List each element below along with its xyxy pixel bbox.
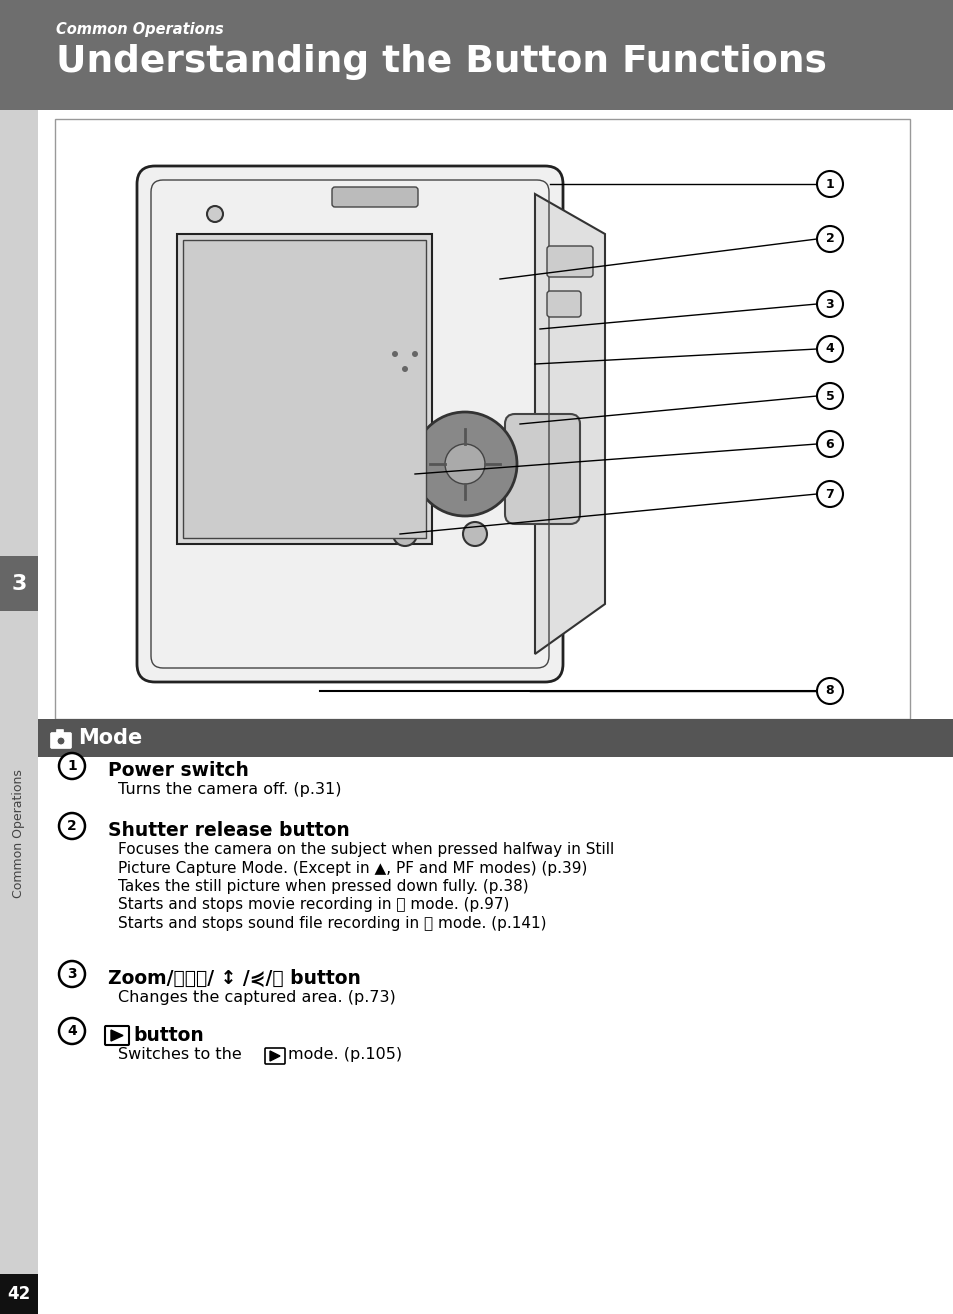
Text: Changes the captured area. (p.73): Changes the captured area. (p.73) <box>118 989 395 1005</box>
Text: 5: 5 <box>824 389 834 402</box>
FancyBboxPatch shape <box>105 1026 129 1045</box>
Circle shape <box>816 290 842 317</box>
FancyBboxPatch shape <box>56 729 64 735</box>
Circle shape <box>816 678 842 704</box>
Circle shape <box>59 753 85 779</box>
Polygon shape <box>270 1051 280 1060</box>
Circle shape <box>392 351 397 357</box>
Circle shape <box>59 1018 85 1045</box>
Text: Starts and stops movie recording in 🎥 mode. (p.97): Starts and stops movie recording in 🎥 mo… <box>118 897 509 912</box>
Text: Picture Capture Mode. (Except in ▲, PF and MF modes) (p.39): Picture Capture Mode. (Except in ▲, PF a… <box>118 861 587 875</box>
Text: Starts and stops sound file recording in 🎤 mode. (p.141): Starts and stops sound file recording in… <box>118 916 546 932</box>
FancyBboxPatch shape <box>0 0 953 110</box>
Circle shape <box>816 336 842 361</box>
Circle shape <box>816 382 842 409</box>
FancyBboxPatch shape <box>265 1049 285 1064</box>
FancyBboxPatch shape <box>546 290 580 317</box>
FancyBboxPatch shape <box>55 120 909 719</box>
FancyBboxPatch shape <box>0 556 38 611</box>
Text: Common Operations: Common Operations <box>56 22 224 37</box>
Text: Common Operations: Common Operations <box>12 770 26 899</box>
Circle shape <box>412 351 417 357</box>
FancyBboxPatch shape <box>183 240 426 537</box>
Text: Switches to the: Switches to the <box>118 1047 241 1062</box>
Text: Mode: Mode <box>78 728 142 748</box>
Text: 4: 4 <box>67 1024 77 1038</box>
Circle shape <box>816 171 842 197</box>
Text: 3: 3 <box>11 574 27 594</box>
Circle shape <box>413 413 517 516</box>
FancyBboxPatch shape <box>0 110 38 1275</box>
Circle shape <box>57 737 65 745</box>
Circle shape <box>462 522 486 547</box>
FancyBboxPatch shape <box>38 719 953 757</box>
Circle shape <box>444 444 484 484</box>
Text: 2: 2 <box>824 233 834 246</box>
Polygon shape <box>535 194 604 654</box>
Text: Takes the still picture when pressed down fully. (p.38): Takes the still picture when pressed dow… <box>118 879 528 894</box>
Circle shape <box>59 813 85 840</box>
FancyBboxPatch shape <box>0 1275 38 1314</box>
Text: Turns the camera off. (p.31): Turns the camera off. (p.31) <box>118 782 341 798</box>
Text: mode. (p.105): mode. (p.105) <box>288 1047 402 1062</box>
Circle shape <box>393 522 416 547</box>
Text: 2: 2 <box>67 819 77 833</box>
Text: Focuses the camera on the subject when pressed halfway in Still: Focuses the camera on the subject when p… <box>118 842 614 857</box>
FancyBboxPatch shape <box>504 414 579 524</box>
Text: 8: 8 <box>825 685 834 698</box>
FancyBboxPatch shape <box>546 246 593 277</box>
Text: 6: 6 <box>825 438 834 451</box>
Circle shape <box>59 961 85 987</box>
FancyBboxPatch shape <box>51 732 71 749</box>
Circle shape <box>816 481 842 507</box>
FancyBboxPatch shape <box>137 166 562 682</box>
Polygon shape <box>111 1030 123 1041</box>
Circle shape <box>207 206 223 222</box>
Text: 1: 1 <box>67 759 77 773</box>
Text: Shutter release button: Shutter release button <box>108 821 350 840</box>
FancyBboxPatch shape <box>177 234 432 544</box>
Circle shape <box>816 431 842 457</box>
Text: 42: 42 <box>8 1285 30 1303</box>
Text: 1: 1 <box>824 177 834 191</box>
Text: 4: 4 <box>824 343 834 356</box>
Text: Understanding the Button Functions: Understanding the Button Functions <box>56 43 826 80</box>
FancyBboxPatch shape <box>332 187 417 208</box>
Text: 3: 3 <box>825 297 834 310</box>
Text: 7: 7 <box>824 487 834 501</box>
Circle shape <box>401 367 408 372</box>
Text: Power switch: Power switch <box>108 761 249 781</box>
Text: 3: 3 <box>67 967 77 982</box>
Circle shape <box>816 226 842 252</box>
Text: Zoom/⛰⛰⛰/ ↕ /⋞/🔍 button: Zoom/⛰⛰⛰/ ↕ /⋞/🔍 button <box>108 968 360 988</box>
Text: button: button <box>132 1026 204 1045</box>
